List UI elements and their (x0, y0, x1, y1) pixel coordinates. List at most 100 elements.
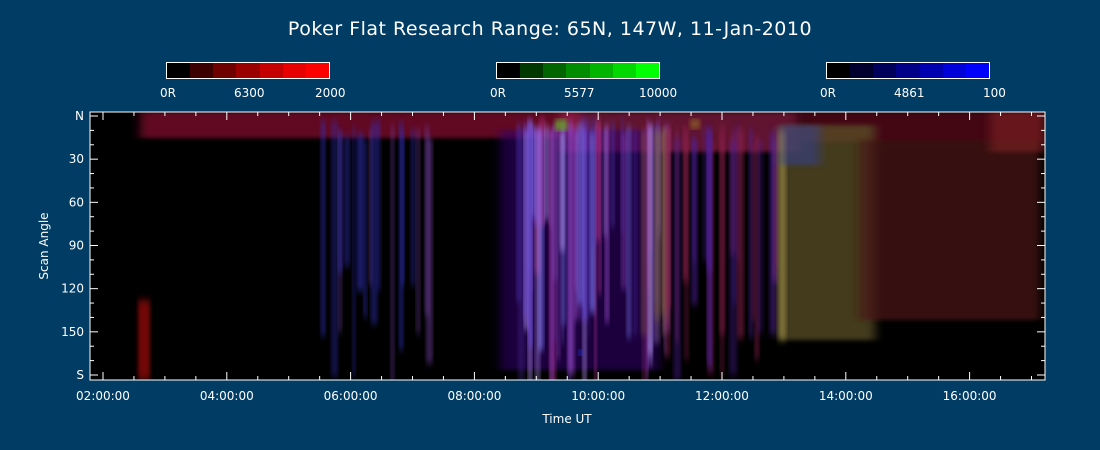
colorbar-5577-swatch-2 (543, 63, 567, 78)
aurora-streak (376, 120, 381, 291)
y-axis: N 30 60 90 120 150 S (61, 109, 1045, 382)
aurora-streak (337, 130, 343, 273)
aurora-streak (567, 123, 575, 377)
aurora-streak (720, 137, 724, 376)
colorbar-4861-swatch-1 (850, 63, 874, 78)
x-tick-label: 12:00:00 (695, 389, 749, 403)
colorbar-6300-swatch-3 (236, 63, 260, 78)
colorbar-5577-swatch-3 (566, 63, 590, 78)
aurora-streak (555, 120, 567, 130)
x-axis: 02:00:00 04:00:00 06:00:00 08:00:00 10:00:00… (76, 112, 1032, 403)
aurora-streak (352, 127, 356, 377)
aurora-streak (331, 121, 338, 377)
aurora-streak (648, 130, 652, 338)
colorbar-4861-min-label: 0R (820, 86, 836, 100)
aurora-streak (633, 128, 637, 336)
aurora-streak (556, 123, 561, 360)
x-tick-label: 10:00:00 (571, 389, 625, 403)
aurora-streak (860, 140, 1040, 320)
aurora-streak (682, 126, 689, 283)
aurora-streak (596, 118, 601, 241)
aurora-streak (751, 144, 756, 321)
aurora-streak (581, 119, 588, 321)
y-tick-label: 90 (69, 239, 84, 253)
x-tick-label: 04:00:00 (200, 389, 254, 403)
x-tick-label: 14:00:00 (819, 389, 873, 403)
colorbar-4861-swatch-6 (965, 63, 989, 78)
aurora-streak (646, 120, 649, 379)
colorbar-6300-swatch-0 (167, 63, 191, 78)
colorbar-4861-swatch-2 (873, 63, 897, 78)
colorbar-6300 (166, 62, 330, 79)
y-tick-label: N (75, 109, 84, 123)
aurora-streak (320, 120, 326, 337)
colorbar-5577-center-label: 5577 (564, 86, 595, 100)
aurora-emission-layer (138, 112, 1045, 380)
aurora-streak (528, 122, 533, 347)
aurora-streak (621, 118, 625, 233)
aurora-streak (737, 128, 744, 339)
y-tick-label: 30 (69, 152, 84, 166)
aurora-streak (592, 118, 597, 246)
aurora-streak (523, 121, 528, 319)
y-tick-label: 60 (69, 195, 84, 209)
colorbar-5577-swatch-0 (497, 63, 521, 78)
aurora-streak (673, 137, 681, 380)
colorbar-6300-swatch-2 (213, 63, 237, 78)
x-tick-label: 02:00:00 (76, 389, 130, 403)
aurora-streak (610, 122, 615, 228)
aurora-streak (756, 139, 764, 334)
aurora-streak (545, 125, 549, 221)
aurora-streak (574, 130, 578, 290)
aurora-streak (538, 128, 544, 351)
x-tick-label: 16:00:00 (943, 389, 997, 403)
aurora-streak (626, 125, 632, 338)
colorbar-6300-swatch-5 (282, 63, 306, 78)
x-tick-label: 06:00:00 (324, 389, 378, 403)
aurora-streak (370, 121, 378, 325)
aurora-streak (390, 125, 395, 380)
aurora-streak (426, 138, 433, 364)
aurora-streak (416, 129, 421, 334)
colorbar-5577-min-label: 0R (490, 86, 506, 100)
y-tick-label: S (76, 368, 84, 382)
colorbar-5577 (496, 62, 660, 79)
colorbar-6300-min-label: 0R (160, 86, 176, 100)
aurora-streak (706, 127, 712, 274)
colorbar-5577-max-label: 10000 (639, 86, 678, 100)
aurora-streak (778, 130, 786, 340)
aurora-streak (702, 127, 709, 262)
aurora-streak (748, 129, 754, 338)
aurora-streak (410, 129, 416, 286)
colorbar-4861 (826, 62, 990, 79)
aurora-streak (138, 300, 150, 380)
aurora-streak (729, 140, 737, 376)
x-axis-label: Time UT (541, 412, 592, 426)
aurora-streak (344, 135, 350, 267)
aurora-streak (368, 131, 373, 286)
aurora-streak (537, 122, 540, 279)
colorbar-4861-swatch-4 (919, 63, 943, 78)
colorbar-4861-swatch-3 (896, 63, 920, 78)
y-tick-label: 120 (61, 282, 84, 296)
colorbar-4861-swatch-0 (827, 63, 851, 78)
aurora-streak (990, 112, 1045, 152)
colorbar-6300-swatch-1 (190, 63, 214, 78)
aurora-streak (780, 125, 820, 165)
aurora-streak (602, 127, 608, 237)
colorbar-6300-swatch-4 (259, 63, 283, 78)
colorbar-5577-swatch-1 (520, 63, 544, 78)
aurora-streak (559, 132, 565, 251)
aurora-streak (357, 133, 364, 292)
colorbar-6300-swatch-6 (305, 63, 329, 78)
colorbar-5577-swatch-5 (612, 63, 636, 78)
aurora-streak (661, 130, 668, 316)
aurora-streak (576, 122, 583, 305)
aurora-streak (518, 126, 525, 380)
aurora-streak (654, 130, 660, 343)
aurora-streak (363, 139, 368, 318)
y-axis-label: Scan Angle (37, 212, 51, 279)
aurora-streak (539, 118, 545, 226)
colorbar-5577-swatch-4 (589, 63, 613, 78)
